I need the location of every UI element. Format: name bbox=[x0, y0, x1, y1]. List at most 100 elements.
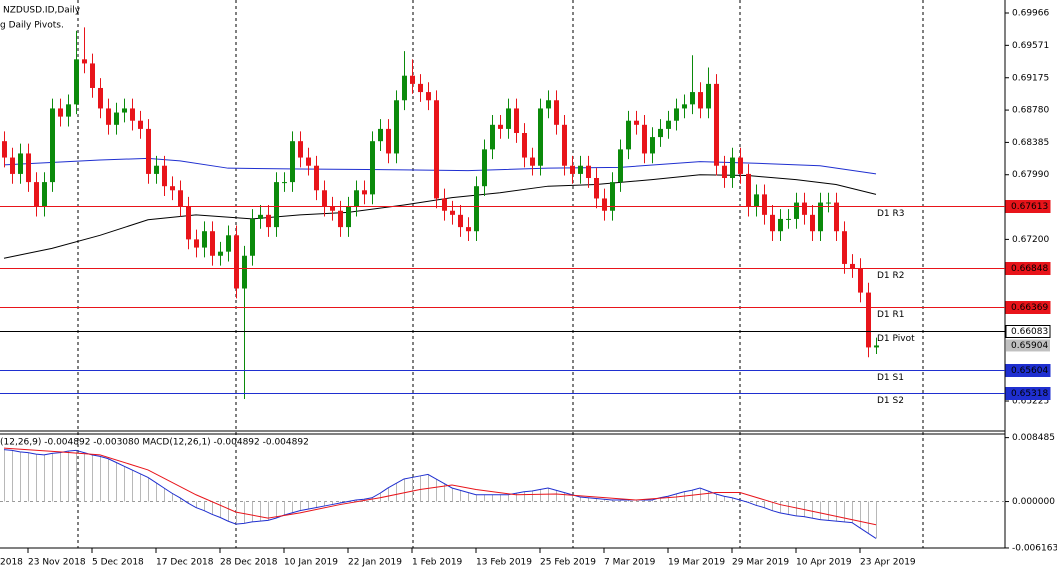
x-tick-label: 10 Apr 2019 bbox=[796, 558, 852, 568]
candle-body bbox=[226, 235, 231, 252]
price-box-label: 0.65318 bbox=[1011, 389, 1048, 399]
candle-body bbox=[666, 120, 671, 129]
y-tick-label: 0.69571 bbox=[1012, 41, 1049, 51]
candle-body bbox=[802, 202, 807, 215]
candle-body bbox=[722, 165, 727, 179]
candle-body bbox=[546, 100, 551, 109]
price-box bbox=[1005, 387, 1051, 400]
candle-body bbox=[866, 292, 871, 348]
candle-body bbox=[122, 108, 127, 113]
candle-body bbox=[90, 63, 95, 88]
candle-body bbox=[218, 251, 223, 256]
y-tick-label: 0.68780 bbox=[1012, 106, 1049, 116]
candle-body bbox=[18, 153, 23, 174]
candle-body bbox=[50, 108, 55, 183]
candle-body bbox=[322, 190, 327, 207]
price-box bbox=[1005, 200, 1051, 213]
candle-body bbox=[258, 214, 263, 219]
candle-body bbox=[730, 157, 735, 179]
candle-body bbox=[386, 128, 391, 154]
candle-body bbox=[506, 108, 511, 129]
candle-body bbox=[450, 210, 455, 215]
pivot-name: D1 S1 bbox=[877, 373, 904, 383]
pivot-name: D1 Pivot bbox=[877, 334, 915, 344]
candle-body bbox=[114, 112, 119, 125]
x-tick-label: 29 Mar 2019 bbox=[732, 558, 789, 568]
current-price-label: 0.65904 bbox=[1011, 341, 1048, 351]
candle-body bbox=[818, 202, 823, 232]
candle-body bbox=[754, 194, 759, 207]
candle-body bbox=[690, 92, 695, 105]
x-tick-label: 1 Feb 2019 bbox=[412, 558, 463, 568]
candle-body bbox=[522, 132, 527, 158]
candle-body bbox=[586, 165, 591, 179]
candle-body bbox=[770, 214, 775, 232]
candle-body bbox=[338, 210, 343, 228]
candle-body bbox=[82, 59, 87, 64]
candle-body bbox=[330, 206, 335, 211]
candle-body bbox=[514, 108, 519, 133]
candle-body bbox=[826, 202, 831, 204]
candle-body bbox=[650, 137, 655, 154]
y-tick-label: 0.67990 bbox=[1012, 170, 1049, 180]
candle-body bbox=[554, 100, 559, 125]
candle-body bbox=[234, 235, 239, 289]
candle-body bbox=[482, 149, 487, 187]
x-tick-label: 7 Mar 2019 bbox=[604, 558, 656, 568]
candle-body bbox=[346, 206, 351, 228]
candle-body bbox=[618, 149, 623, 183]
y-tick-label: 0.67200 bbox=[1012, 235, 1049, 245]
candle-body bbox=[698, 92, 703, 109]
price-box-label: 0.66083 bbox=[1011, 327, 1048, 337]
candle-body bbox=[394, 100, 399, 154]
price-box bbox=[1005, 325, 1051, 338]
x-tick-label: 10 Jan 2019 bbox=[284, 558, 338, 568]
y-tick-label: 0.000000 bbox=[1012, 497, 1055, 507]
candle-body bbox=[626, 120, 631, 150]
y-tick-label: 0.69175 bbox=[1012, 73, 1049, 83]
price-box bbox=[1005, 364, 1051, 377]
candle-body bbox=[706, 83, 711, 109]
candle-body bbox=[186, 206, 191, 240]
candle-body bbox=[106, 108, 111, 125]
candle-body bbox=[354, 190, 359, 207]
candle-body bbox=[202, 231, 207, 248]
candle-body bbox=[402, 75, 407, 101]
candle-body bbox=[178, 190, 183, 207]
candle-body bbox=[130, 108, 135, 121]
x-tick-label: 13 Feb 2019 bbox=[476, 558, 532, 568]
candle-body bbox=[146, 128, 151, 174]
candle-body bbox=[162, 165, 167, 187]
y-tick-label: 0.68385 bbox=[1012, 138, 1049, 148]
y-tick-label: -0.006163 bbox=[1012, 543, 1057, 553]
current-price-box bbox=[1006, 339, 1050, 352]
candle-body bbox=[362, 190, 367, 195]
candle-body bbox=[10, 157, 15, 174]
candle-body bbox=[834, 202, 839, 232]
price-box-label: 0.66848 bbox=[1011, 264, 1048, 274]
y-tick-label: 0.65225 bbox=[1012, 397, 1049, 407]
macd-label: (12,26,9) -0.004892 -0.003080 MACD(12,26… bbox=[0, 438, 309, 448]
candle-body bbox=[250, 218, 255, 256]
candle-body bbox=[490, 124, 495, 150]
candle-body bbox=[858, 268, 863, 293]
candle-body bbox=[66, 104, 71, 117]
candle-body bbox=[658, 128, 663, 138]
candle-body bbox=[194, 239, 199, 248]
candle-body bbox=[850, 263, 855, 269]
candle-body bbox=[578, 165, 583, 174]
candle-body bbox=[410, 75, 415, 84]
candle-body bbox=[498, 124, 503, 129]
candle-body bbox=[738, 157, 743, 174]
x-tick-label: 22 Jan 2019 bbox=[348, 558, 402, 568]
candle-body bbox=[34, 182, 39, 207]
pivot-name: D1 R3 bbox=[877, 209, 905, 219]
candle-body bbox=[154, 165, 159, 174]
candle-body bbox=[2, 141, 7, 158]
price-box bbox=[1005, 301, 1051, 314]
y-tick-label: 0.69966 bbox=[1012, 9, 1049, 19]
candle-body bbox=[874, 345, 879, 348]
candle-body bbox=[314, 165, 319, 191]
